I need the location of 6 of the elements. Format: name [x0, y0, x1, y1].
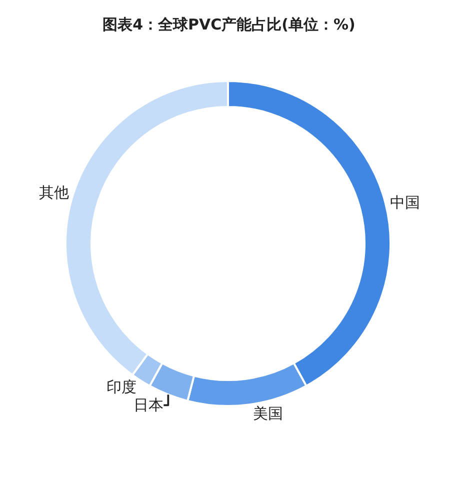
slice-label: 印度	[106, 378, 136, 396]
slice-label: 美国	[252, 404, 283, 423]
chart-title: 图表4：全球PVC产能占比(单位：%)	[102, 16, 356, 34]
slice-label: 中国	[390, 194, 420, 212]
slice-label: 其他	[38, 183, 69, 202]
slice-label: 日本	[134, 396, 164, 414]
